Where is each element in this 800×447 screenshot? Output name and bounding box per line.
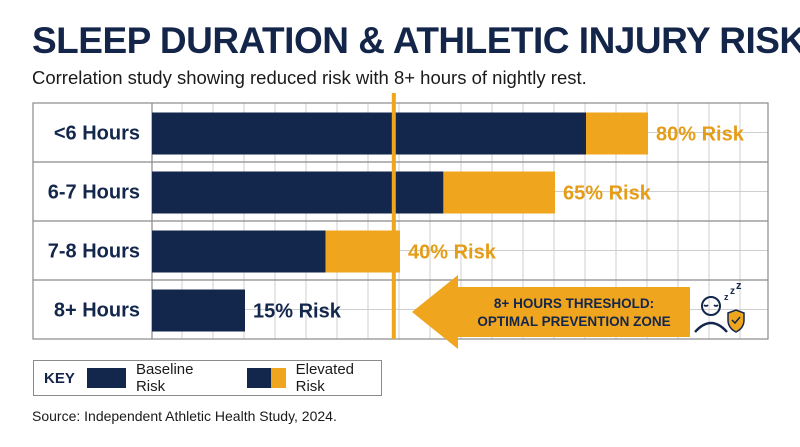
- legend-title: KEY: [44, 369, 75, 387]
- data-label: 40% Risk: [408, 242, 497, 264]
- bar-baseline: [152, 289, 245, 332]
- category-label: <6 Hours: [54, 123, 140, 145]
- svg-text:z: z: [724, 292, 729, 302]
- chart-subtitle: Correlation study showing reduced risk w…: [32, 67, 587, 88]
- category-label: 7-8 Hours: [48, 241, 140, 263]
- legend-swatch-elevated: [246, 368, 286, 388]
- data-label: 65% Risk: [563, 183, 652, 205]
- svg-text:z: z: [730, 286, 735, 297]
- legend-label-baseline: Baseline Risk: [135, 361, 194, 395]
- bar-elevated: [586, 112, 648, 155]
- threshold-label-line2: OPTIMAL PREVENTION ZONE: [477, 314, 670, 329]
- legend-swatch-baseline: [86, 368, 126, 388]
- bar-elevated: [443, 171, 555, 214]
- source-note: Source: Independent Athletic Health Stud…: [32, 408, 337, 424]
- category-label: 6-7 Hours: [48, 182, 140, 204]
- chart-title: SLEEP DURATION & ATHLETIC INJURY RISK: [32, 20, 800, 61]
- data-label: 80% Risk: [656, 124, 745, 146]
- bar-elevated: [325, 230, 400, 273]
- bar-baseline: [152, 230, 326, 273]
- legend-label-elevated: Elevated Risk: [295, 361, 354, 395]
- category-label: 8+ Hours: [54, 300, 140, 322]
- bar-baseline: [152, 112, 586, 155]
- bar-baseline: [152, 171, 444, 214]
- threshold-arrow: [412, 275, 690, 349]
- data-label: 15% Risk: [253, 301, 342, 323]
- threshold-label-line1: 8+ HOURS THRESHOLD:: [494, 296, 654, 311]
- svg-text:z: z: [736, 280, 742, 292]
- legend: KEY Baseline Risk Elevated Risk: [33, 360, 382, 396]
